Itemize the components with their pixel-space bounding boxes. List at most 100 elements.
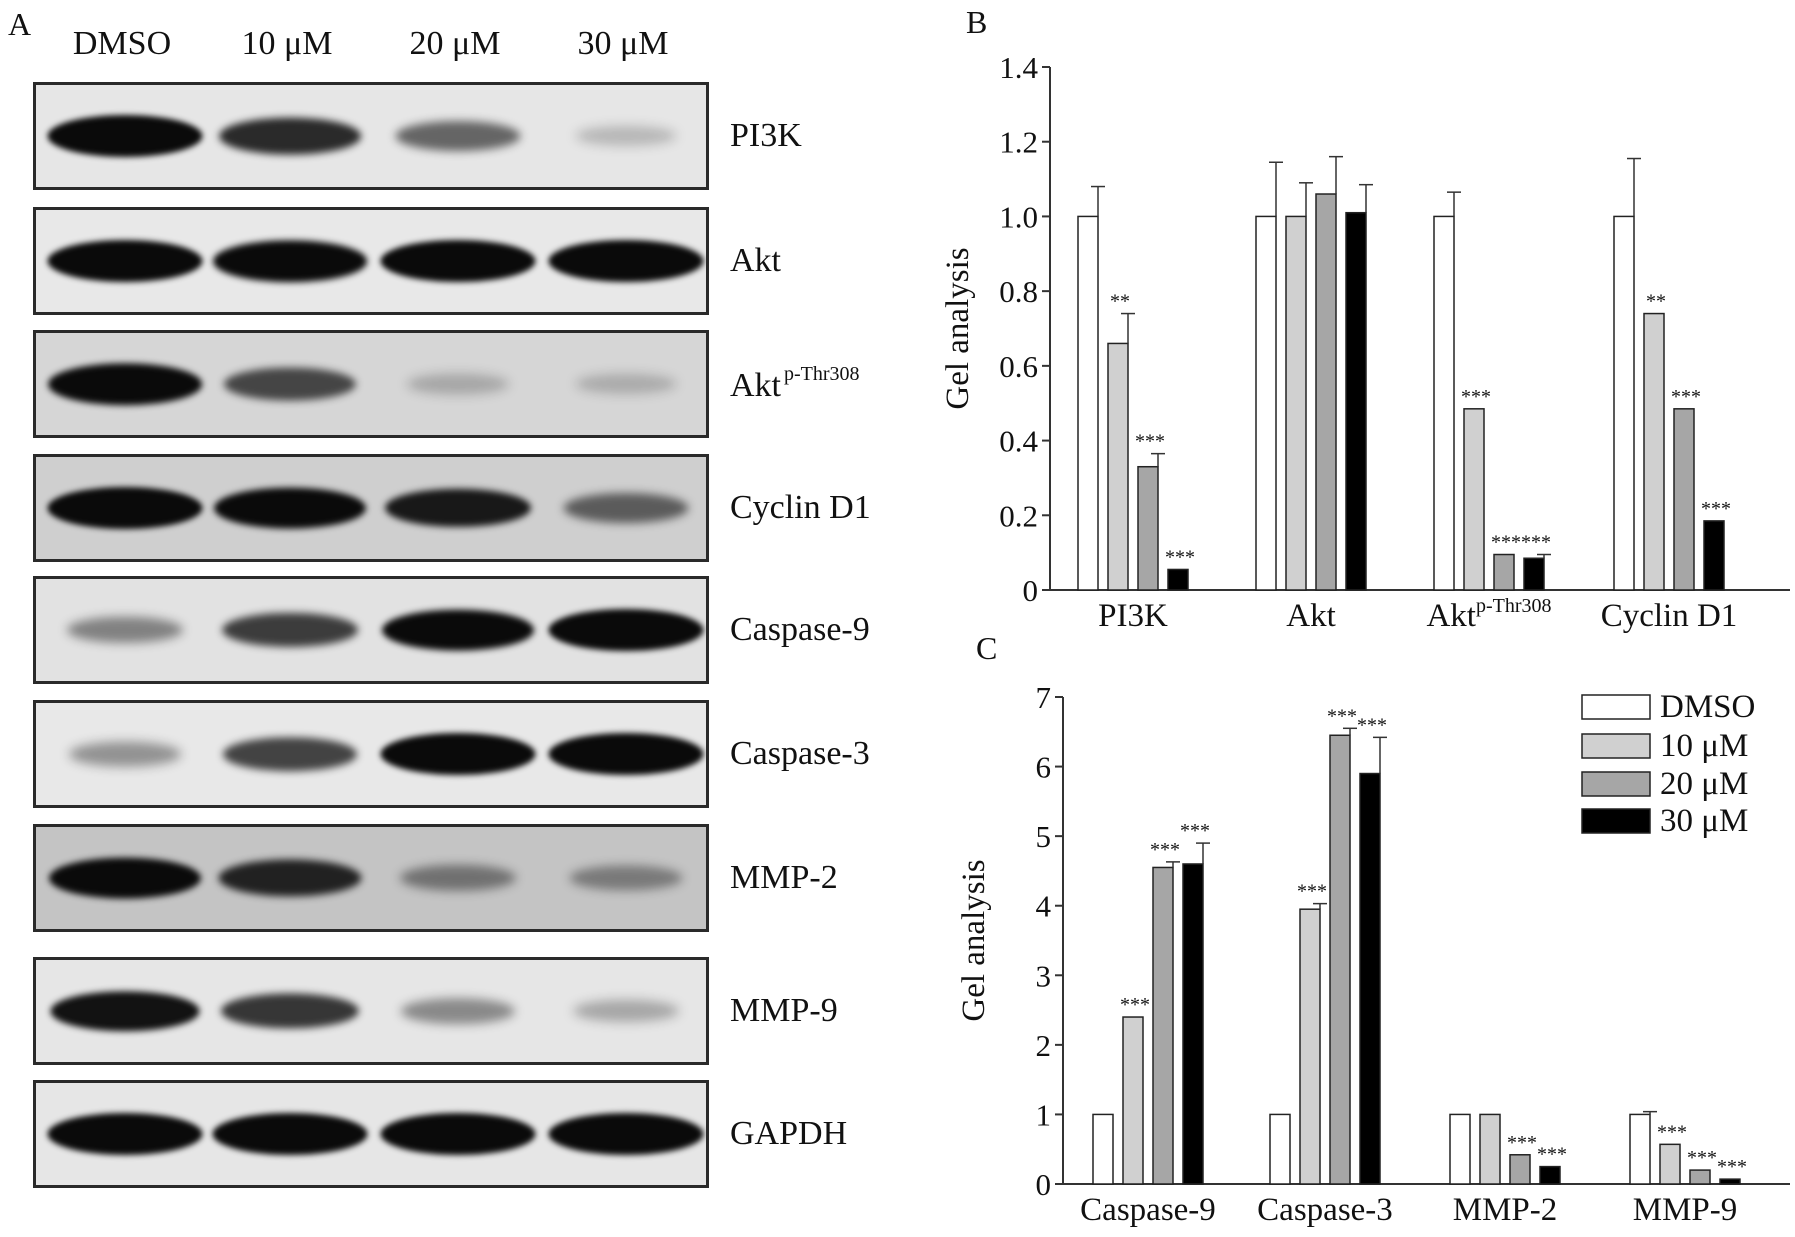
significance-label: *** <box>1491 532 1521 554</box>
blot-band <box>48 363 202 405</box>
legend-swatch <box>1581 771 1651 797</box>
blot-band <box>400 998 516 1024</box>
bar <box>1269 1113 1291 1185</box>
category-label: MMP-2 <box>1453 1192 1558 1228</box>
blot-row-label: MMP-2 <box>730 859 838 897</box>
blot-band <box>47 240 203 282</box>
bar <box>1719 1178 1741 1185</box>
category-label: MMP-9 <box>1633 1192 1738 1228</box>
bar <box>1077 215 1099 591</box>
panel-a-letter: A <box>8 6 32 42</box>
blot-band <box>569 865 683 891</box>
significance-label: ** <box>1646 291 1666 313</box>
blot-band <box>573 999 679 1023</box>
blot-row-label: Caspase-3 <box>730 735 870 773</box>
blot-row-label: Akt p-Thr308 <box>730 363 860 405</box>
bar <box>1509 1154 1531 1185</box>
panel-b-letter: B <box>966 4 988 40</box>
category-label: Caspase-9 <box>1080 1192 1216 1228</box>
bar <box>1122 1016 1144 1185</box>
bar <box>1433 215 1455 591</box>
blot-band <box>214 487 366 529</box>
bar <box>1643 312 1665 591</box>
blot-band <box>223 737 357 771</box>
blot-band <box>49 857 201 899</box>
bar <box>1479 1113 1501 1185</box>
protein-modification: p-Thr308 <box>784 363 860 385</box>
blot-band <box>213 240 367 282</box>
y-tick-label: 1.0 <box>999 199 1038 234</box>
blot-band <box>385 488 531 528</box>
blot-band <box>220 993 360 1029</box>
y-tick-label: 0.4 <box>999 424 1038 459</box>
significance-label: *** <box>1701 498 1731 520</box>
blot-strip-7 <box>33 824 709 932</box>
y-tick-label: 1 <box>1036 1097 1052 1132</box>
blot-row-label: Cyclin D1 <box>730 489 871 527</box>
legend-label: DMSO <box>1660 689 1755 725</box>
category-label: Akt <box>1286 598 1336 634</box>
blot-band <box>548 1113 704 1155</box>
blot-band <box>575 373 677 395</box>
lane-label-dmso: DMSO <box>72 25 172 62</box>
bar <box>1659 1143 1681 1185</box>
bar <box>1539 1165 1561 1185</box>
blot-band <box>222 612 358 648</box>
y-tick-label: 0.6 <box>999 349 1038 384</box>
y-tick-label: 1.2 <box>999 125 1038 160</box>
protein-name: Caspase-3 <box>730 735 870 772</box>
y-tick-label: 6 <box>1036 750 1052 785</box>
blot-band <box>400 864 516 892</box>
blot-band <box>47 115 203 157</box>
protein-name: MMP-2 <box>730 859 838 896</box>
bar <box>1255 215 1277 591</box>
blot-band <box>50 991 200 1031</box>
category-name: Caspase-9 <box>1080 1192 1216 1228</box>
bar <box>1523 557 1545 591</box>
blot-band <box>69 741 181 767</box>
significance-label: *** <box>1687 1147 1717 1169</box>
blot-row-label: Caspase-9 <box>730 611 870 649</box>
y-axis-label: Gel analysis <box>956 859 992 1021</box>
significance-label: *** <box>1120 994 1150 1016</box>
bar <box>1345 211 1367 591</box>
blot-row-label: Akt <box>730 242 781 280</box>
blot-strip-6 <box>33 700 709 808</box>
category-name: Akt <box>1426 598 1476 634</box>
legend-label: 20 μM <box>1660 766 1748 802</box>
blot-strip-8 <box>33 957 709 1065</box>
blot-strip-5 <box>33 576 709 684</box>
blot-strip-4 <box>33 454 709 562</box>
significance-label: *** <box>1180 820 1210 842</box>
blot-band <box>218 859 362 897</box>
y-tick-label: 2 <box>1036 1028 1052 1063</box>
significance-label: *** <box>1135 431 1165 453</box>
blot-band <box>380 1113 536 1155</box>
category-name: Cyclin D1 <box>1601 598 1738 634</box>
category-label: Cyclin D1 <box>1601 598 1738 634</box>
bar <box>1703 520 1725 591</box>
bar <box>1152 866 1174 1185</box>
significance-label: *** <box>1461 386 1491 408</box>
blot-strip-2 <box>33 207 709 315</box>
legend-swatch <box>1581 694 1651 720</box>
y-tick-label: 5 <box>1036 819 1052 854</box>
bar <box>1137 465 1159 591</box>
significance-label: *** <box>1297 881 1327 903</box>
blot-band <box>47 487 203 529</box>
category-superscript: p-Thr308 <box>1476 595 1552 617</box>
legend-swatch <box>1581 808 1651 834</box>
blot-band <box>219 117 361 155</box>
bar <box>1629 1113 1651 1185</box>
protein-name: MMP-9 <box>730 992 838 1029</box>
y-tick-label: 0.8 <box>999 274 1038 309</box>
significance-label: *** <box>1327 705 1357 727</box>
bar <box>1167 568 1189 591</box>
lane-label-10um: 10 μM <box>241 25 333 62</box>
blot-row-label: GAPDH <box>730 1115 847 1153</box>
bar <box>1315 193 1337 591</box>
category-label: Aktp-Thr308 <box>1426 595 1551 634</box>
significance-label: *** <box>1717 1156 1747 1178</box>
bar <box>1182 863 1204 1185</box>
